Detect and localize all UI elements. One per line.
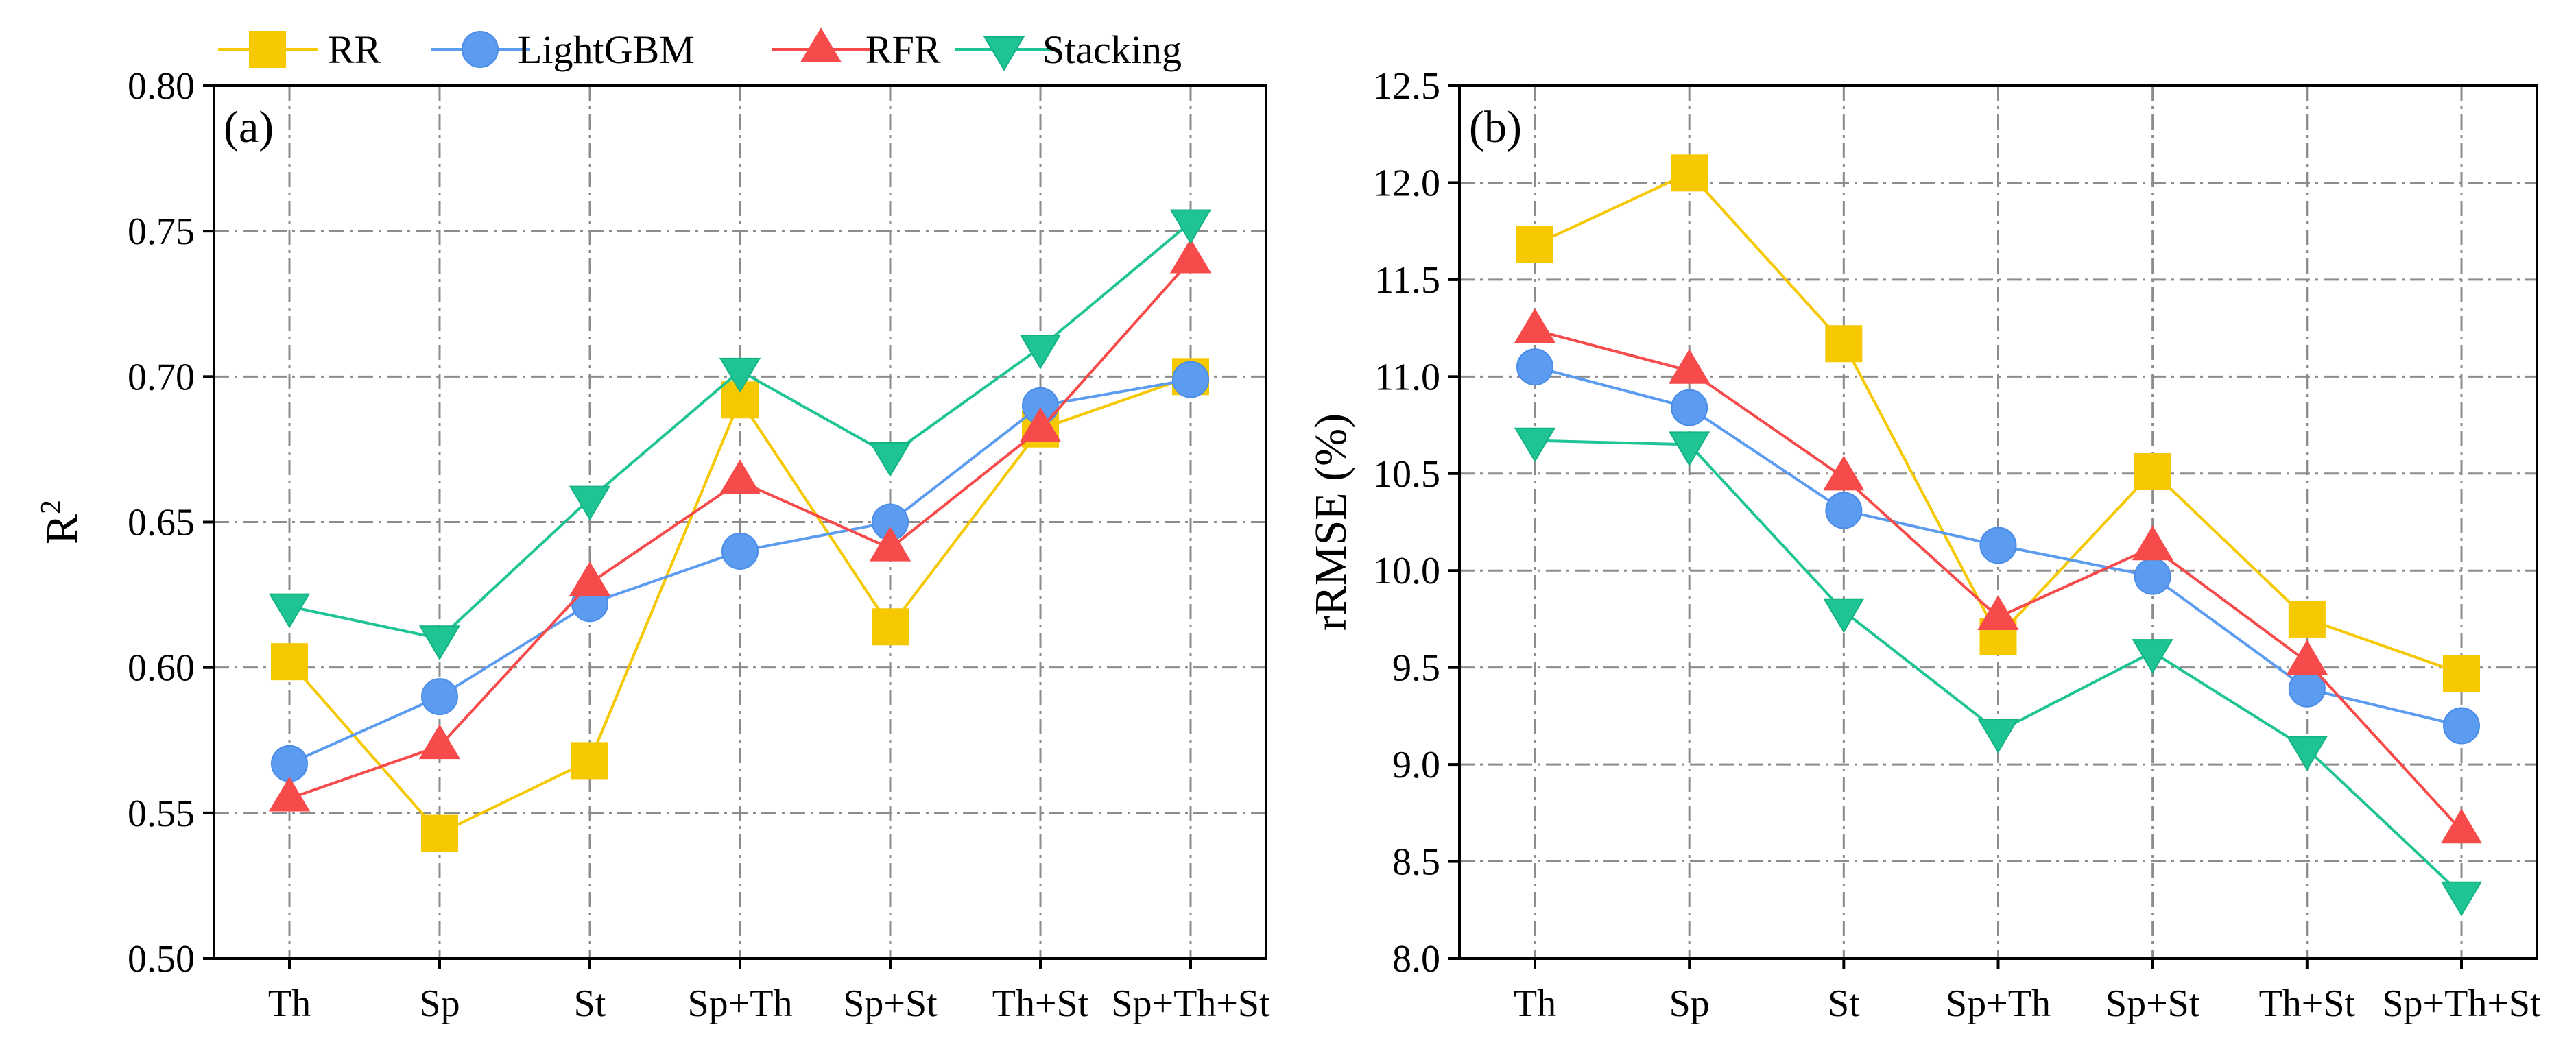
panel-a-plot-frame bbox=[213, 84, 1267, 960]
panel-a-point-lightgbm-sp bbox=[421, 678, 458, 716]
panel-a-xtick-label: Th+St bbox=[992, 982, 1089, 1025]
panel-b-point-lightgbm-sp bbox=[1671, 389, 1708, 426]
panel-a-xtick-label: Th bbox=[268, 982, 311, 1025]
panel-b-ytick-label: 11.5 bbox=[1374, 259, 1440, 302]
panel-b-label: (b) bbox=[1469, 102, 1522, 152]
panel-a-point-rfr-th bbox=[268, 776, 311, 812]
panel-a-xtick-label: Sp+Th bbox=[688, 982, 793, 1025]
legend-label-rfr: RFR bbox=[866, 27, 941, 72]
panel-b-point-rfr-sp-th bbox=[1977, 595, 2019, 631]
panel-b-point-rfr-th bbox=[1514, 308, 1556, 343]
panel-b-point-stacking-th bbox=[1514, 427, 1556, 463]
panel-b-point-lightgbm-sp-th-st bbox=[2443, 707, 2480, 745]
panel-b-point-rfr-sp-th-st bbox=[2440, 808, 2483, 844]
panel-b-ytick-label: 12.0 bbox=[1373, 162, 1440, 204]
panel-a-point-lightgbm-th bbox=[271, 745, 308, 782]
panel-b-plot-frame bbox=[1458, 84, 2538, 960]
panel-a-ytick-label: 0.65 bbox=[128, 502, 195, 544]
panel-b-point-rfr-th-st bbox=[2286, 640, 2328, 675]
panel-a-point-stacking-sp bbox=[418, 625, 461, 661]
panel-b-xtick-label: St bbox=[1828, 982, 1860, 1025]
panel-b-point-stacking-sp bbox=[1669, 431, 1710, 467]
panel-b-ytick-label: 10.0 bbox=[1373, 550, 1440, 592]
legend-label-stacking: Stacking bbox=[1042, 27, 1182, 72]
panel-b-point-rfr-sp-st bbox=[2132, 525, 2173, 561]
panel-a-point-stacking-st bbox=[569, 485, 611, 521]
panel-b-point-rfr-sp bbox=[1669, 348, 1710, 384]
panel-b-point-stacking-sp-th bbox=[1977, 719, 2019, 753]
panel-a-xtick-label: St bbox=[574, 982, 606, 1025]
panel-a-xtick-label: Sp+Th+St bbox=[1111, 982, 1270, 1025]
panel-a-ytick-label: 0.60 bbox=[128, 647, 195, 690]
panel-a-point-rfr-sp-th-st bbox=[1169, 238, 1212, 274]
panel-b-ytick-label: 8.5 bbox=[1392, 841, 1440, 884]
panel-a-xtick-label: Sp+St bbox=[843, 982, 938, 1025]
legend-marker-stacking bbox=[983, 36, 1025, 71]
panel-a-point-lightgbm-sp-th bbox=[721, 532, 759, 570]
legend-marker-rfr bbox=[800, 27, 842, 62]
panel-a-point-rr-th bbox=[271, 643, 308, 681]
panel-b-point-stacking-sp-th-st bbox=[2440, 881, 2483, 917]
panel-a-point-rfr-th-st bbox=[1019, 407, 1062, 442]
panel-b-point-rr-sp bbox=[1671, 154, 1708, 192]
panel-a-xtick-label: Sp bbox=[419, 982, 460, 1025]
panel-b-point-lightgbm-sp-st bbox=[2134, 557, 2171, 595]
panel-b-xtick-label: Sp+Th+St bbox=[2382, 982, 2541, 1025]
panel-b-xtick-label: Sp+Th bbox=[1946, 982, 2051, 1025]
panel-a-point-rfr-st bbox=[569, 561, 611, 596]
panel-a-label: (a) bbox=[224, 102, 274, 152]
panel-b-point-lightgbm-th bbox=[1516, 348, 1553, 386]
panel-b-ytick-label: 8.0 bbox=[1392, 938, 1440, 980]
panel-a-ytick-label: 0.80 bbox=[128, 65, 195, 108]
panel-a-ytick-label: 0.50 bbox=[128, 938, 195, 980]
panel-a-point-rr-sp bbox=[421, 814, 458, 852]
y-axis-title-superscript: 2 bbox=[36, 500, 67, 514]
panel-b-point-rfr-st bbox=[1823, 455, 1865, 491]
panel-b-point-stacking-th-st bbox=[2286, 736, 2328, 771]
panel-a-y-axis-title: R2 bbox=[36, 500, 87, 544]
panel-a-point-rfr-sp-st bbox=[869, 526, 911, 562]
panel-b-ytick-label: 12.5 bbox=[1373, 65, 1440, 108]
panel-b-xtick-label: Th bbox=[1514, 982, 1556, 1025]
panel-b-xtick-label: Th+St bbox=[2259, 982, 2356, 1025]
panel-b-ytick-label: 9.5 bbox=[1392, 647, 1440, 690]
panel-b-xtick-label: Sp bbox=[1669, 982, 1710, 1025]
panel-b-ytick-label: 9.0 bbox=[1392, 744, 1440, 786]
panel-a-point-rfr-sp bbox=[418, 724, 461, 760]
panel-b-point-lightgbm-sp-th bbox=[1979, 527, 2017, 564]
legend: RR LightGBM RFR Stacking bbox=[218, 27, 1182, 72]
y-axis-title-base: R bbox=[37, 514, 87, 544]
panel-a-ytick-label: 0.75 bbox=[128, 210, 195, 253]
panel-b-point-lightgbm-st bbox=[1825, 492, 1863, 529]
panel-a-ytick-label: 0.70 bbox=[128, 356, 195, 398]
panel-a-point-stacking-sp-th bbox=[719, 357, 761, 393]
panel-b-point-rr-sp-st bbox=[2134, 452, 2171, 490]
panel-a-point-rr-st bbox=[571, 742, 608, 780]
panel-a-point-stacking-th bbox=[268, 593, 311, 629]
legend-marker-rr bbox=[249, 31, 286, 68]
panel-b-ytick-label: 10.5 bbox=[1373, 453, 1440, 496]
panel-b-point-rr-th-st bbox=[2288, 600, 2326, 638]
legend-label-lightgbm: LightGBM bbox=[518, 27, 695, 72]
panel-a-point-stacking-th-st bbox=[1019, 334, 1062, 370]
legend-label-rr: RR bbox=[328, 27, 381, 72]
panel-b-point-stacking-st bbox=[1823, 598, 1865, 633]
panel-b-rrmse-chart: 8.0 8.5 9.0 9.5 10.0 10.5 11.0 11.5 12.0 12.5 Th Sp… bbox=[1306, 65, 2541, 1025]
panel-b-ytick-label: 11.0 bbox=[1374, 356, 1440, 398]
panel-a-ytick-label: 0.55 bbox=[128, 793, 195, 835]
panel-a-r2-chart: 0.50 0.55 0.60 0.65 0.70 0.75 0.80 Th Sp St Sp+Th S… bbox=[36, 65, 1270, 1025]
panel-b-y-axis-title: rRMSE (%) bbox=[1306, 413, 1356, 631]
legend-marker-lightgbm bbox=[462, 31, 499, 68]
panel-b-point-rr-sp-th-st bbox=[2443, 655, 2480, 692]
panel-a-point-rfr-sp-th bbox=[719, 459, 761, 495]
panel-a-point-rr-sp-st bbox=[872, 608, 909, 646]
panel-b-point-rr-th bbox=[1516, 226, 1553, 263]
panel-b-point-rr-st bbox=[1825, 325, 1863, 363]
panel-a-point-stacking-sp-st bbox=[869, 442, 911, 477]
panel-b-xtick-label: Sp+St bbox=[2106, 982, 2200, 1025]
panel-b-point-stacking-sp-st bbox=[2132, 639, 2173, 674]
panel-a-point-lightgbm-sp-th-st bbox=[1172, 361, 1209, 398]
panel-a-point-stacking-sp-th-st bbox=[1169, 209, 1212, 245]
